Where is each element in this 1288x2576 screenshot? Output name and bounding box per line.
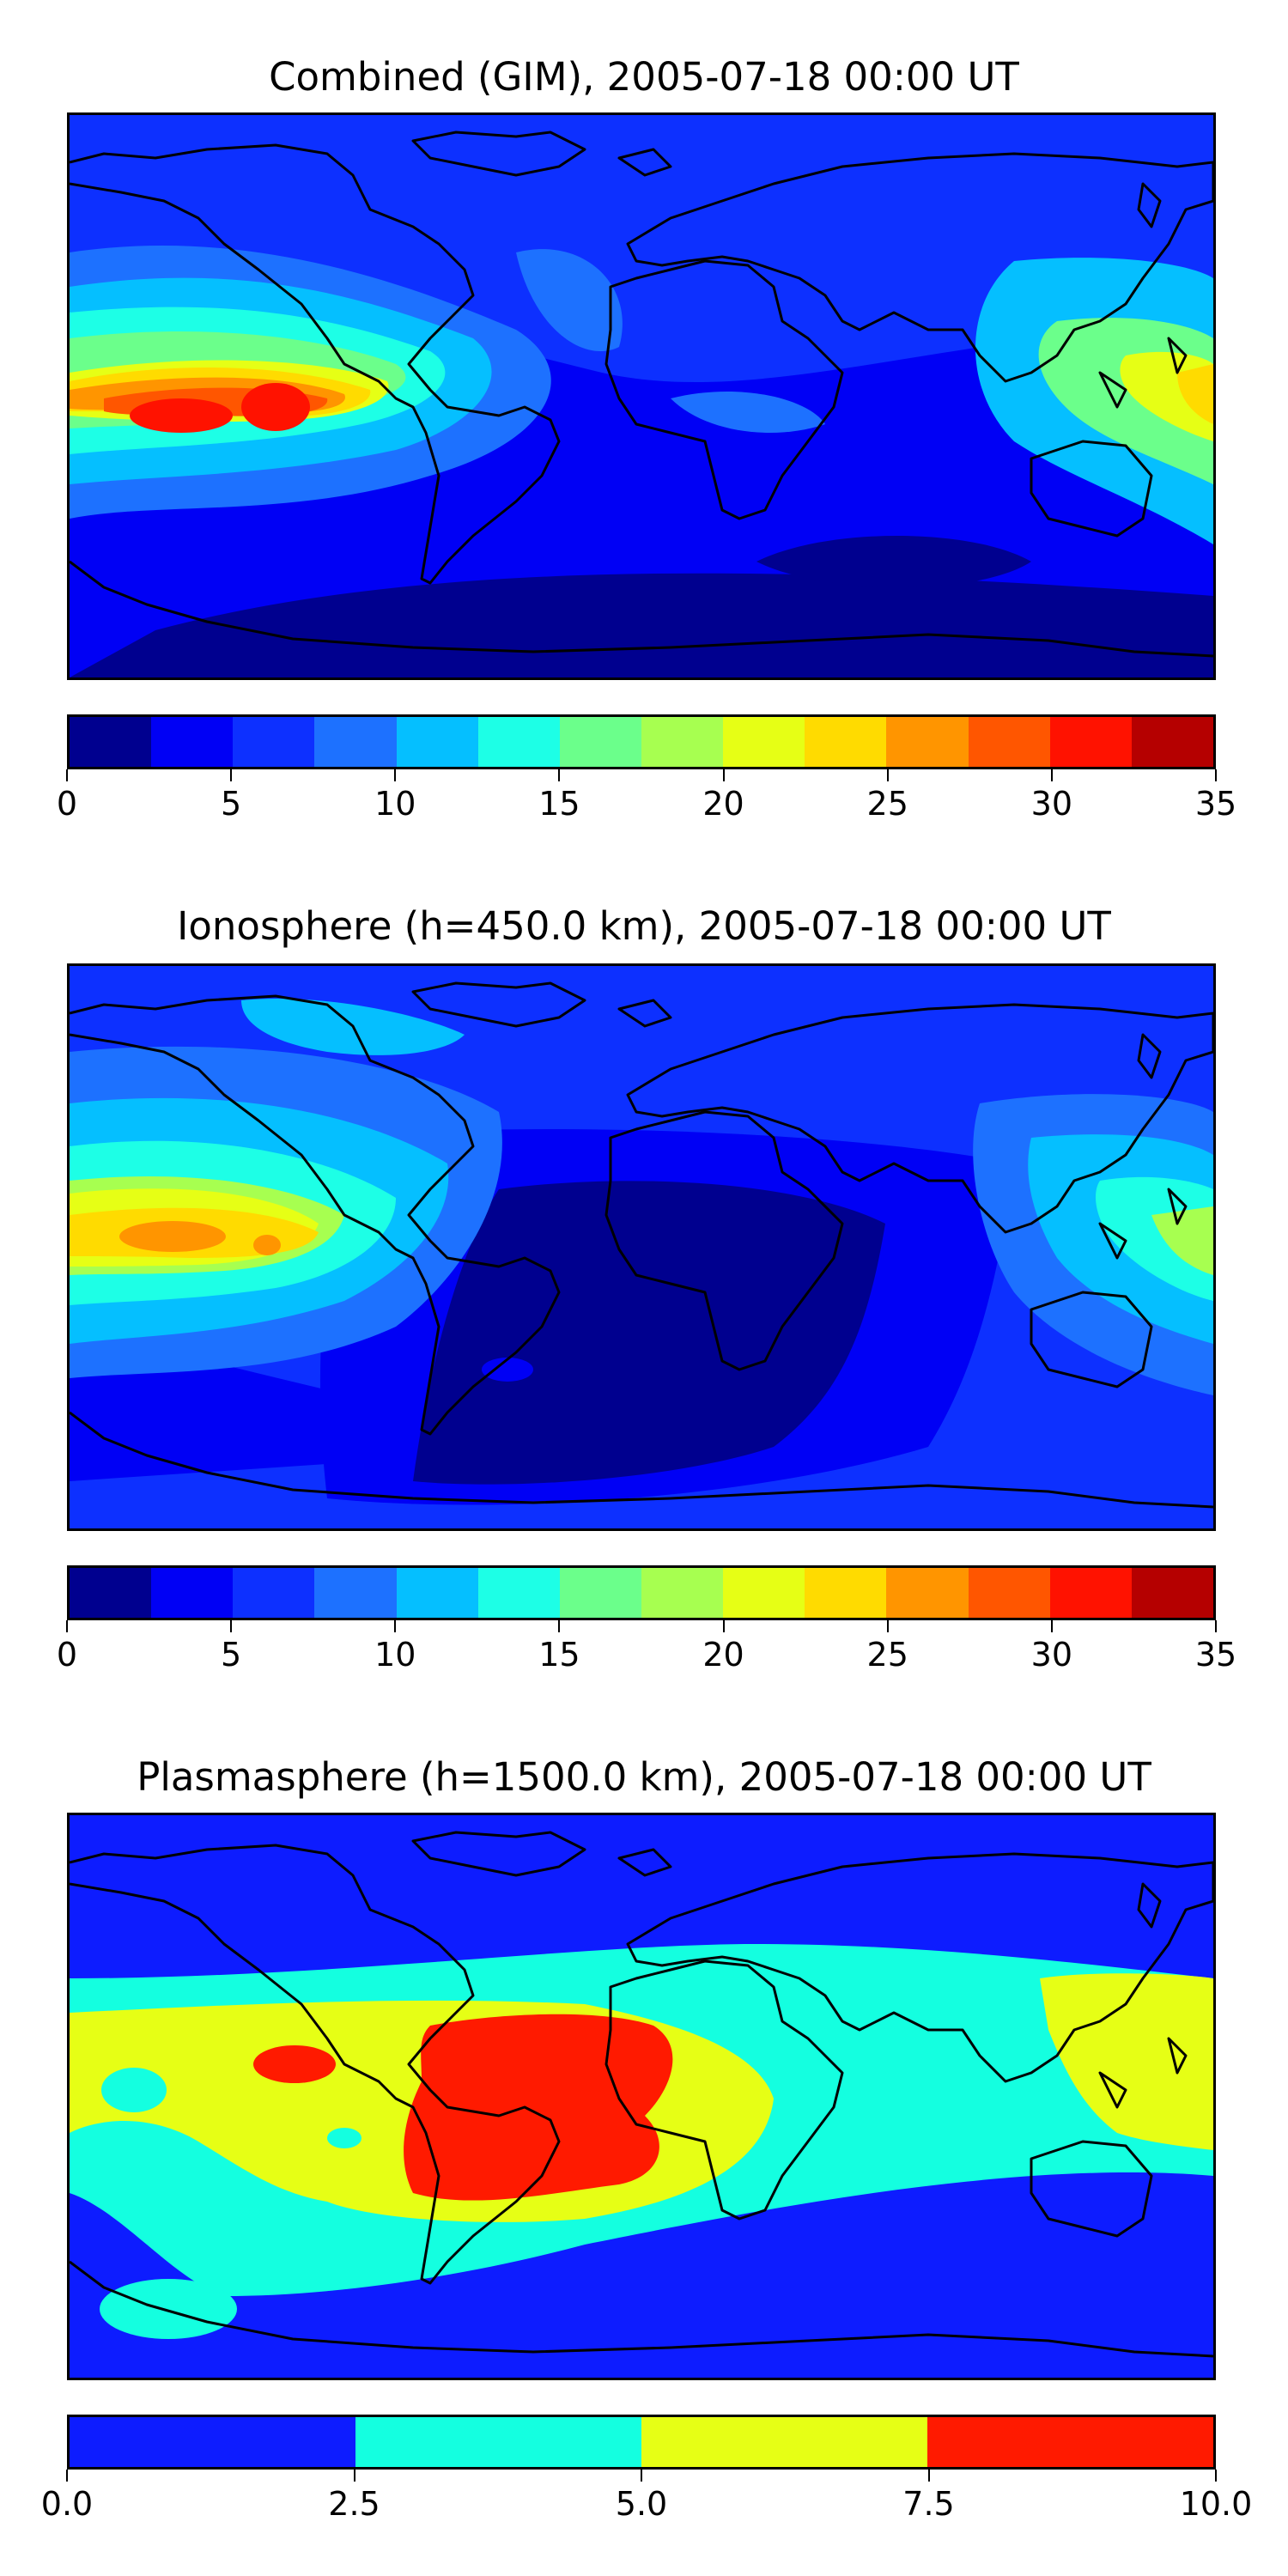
colorbar-tick-label: 10.0 — [1179, 2485, 1253, 2523]
colorbar-segment — [314, 1568, 397, 1618]
colorbar-tick — [1215, 1620, 1217, 1632]
colorbar-segment — [968, 1568, 1050, 1618]
colorbar-segment — [151, 717, 234, 767]
colorbar-tick — [886, 769, 889, 781]
colorbar-ticks-combined: 0 5 10 15 20 25 30 35 — [57, 769, 1236, 823]
colorbar-plasmasphere — [67, 2415, 1216, 2470]
colorbar-tick-label: 20 — [702, 1636, 744, 1674]
map-plasmasphere — [67, 1813, 1216, 2380]
colorbar-tick — [558, 1620, 561, 1632]
colorbar-segment — [641, 717, 724, 767]
colorbar-segment — [927, 2417, 1213, 2467]
colorbar-segment — [1131, 717, 1213, 767]
colorbar-tick — [1215, 2470, 1217, 2482]
colorbar-tick — [927, 2470, 930, 2482]
colorbar-segment — [1131, 1568, 1213, 1618]
colorbar-tick — [66, 1620, 68, 1632]
colorbar-tick — [394, 769, 397, 781]
colorbar-tick-label: 0 — [56, 1636, 78, 1674]
colorbar-tick-label: 35 — [1194, 1636, 1237, 1674]
colorbar-tick — [230, 769, 233, 781]
colorbar-segment — [233, 717, 315, 767]
colorbar-segment — [641, 2417, 927, 2467]
colorbar-segment — [70, 1568, 152, 1618]
colorbar-segment — [968, 717, 1050, 767]
colorbar-tick — [722, 1620, 725, 1632]
colorbar-tick — [1050, 1620, 1053, 1632]
colorbar-combined — [67, 714, 1216, 769]
colorbar-tick — [1050, 769, 1053, 781]
colorbar-segment — [396, 1568, 478, 1618]
colorbar-tick-label: 20 — [702, 785, 744, 823]
colorbar-segment — [70, 2417, 355, 2467]
colorbar-segment — [233, 1568, 315, 1618]
colorbar-segment — [641, 1568, 724, 1618]
colorbar-tick-label: 15 — [538, 785, 580, 823]
colorbar-tick — [641, 2470, 642, 2482]
colorbar-segment — [559, 717, 641, 767]
colorbar-ticks-plasmasphere: 0.0 2.5 5.0 7.5 10.0 — [41, 2470, 1252, 2523]
colorbar-segment — [723, 717, 805, 767]
colorbar-segment — [151, 1568, 234, 1618]
colorbar-tick-label: 5 — [221, 1636, 242, 1674]
colorbar-segment — [805, 1568, 887, 1618]
colorbar-tick — [558, 769, 561, 781]
colorbar-segment — [477, 717, 560, 767]
colorbar-segment — [559, 1568, 641, 1618]
colorbar-tick — [722, 769, 725, 781]
colorbar-segment — [1049, 717, 1132, 767]
colorbar-tick-label: 25 — [866, 1636, 908, 1674]
tec-map-combined — [70, 115, 1213, 677]
tec-map-plasmasphere — [70, 1815, 1213, 2378]
colorbar-tick-label: 7.5 — [902, 2485, 955, 2523]
colorbar-segment — [886, 1568, 969, 1618]
panel-title-combined: Combined (GIM), 2005-07-18 00:00 UT — [269, 54, 1019, 100]
colorbar-tick-label: 30 — [1030, 1636, 1073, 1674]
colorbar-tick — [230, 1620, 233, 1632]
colorbar-tick — [66, 2470, 68, 2482]
panel-title-plasmasphere: Plasmasphere (h=1500.0 km), 2005-07-18 0… — [137, 1754, 1151, 1800]
colorbar-tick-label: 10 — [374, 785, 416, 823]
colorbar-tick-label: 30 — [1030, 785, 1073, 823]
colorbar-tick-label: 15 — [538, 1636, 580, 1674]
colorbar-segment — [70, 717, 152, 767]
colorbar-tick-label: 35 — [1194, 785, 1237, 823]
colorbar-tick — [66, 769, 68, 781]
colorbar-ticks-ionosphere: 0 5 10 15 20 25 30 35 — [57, 1620, 1236, 1674]
map-combined — [67, 112, 1216, 680]
colorbar-ionosphere — [67, 1565, 1216, 1620]
colorbar-tick — [886, 1620, 889, 1632]
tec-map-ionosphere — [70, 966, 1213, 1528]
colorbar-tick — [1215, 769, 1217, 781]
colorbar-segment — [396, 717, 478, 767]
panel-title-ionosphere: Ionosphere (h=450.0 km), 2005-07-18 00:0… — [177, 903, 1111, 949]
colorbar-tick-label: 5 — [221, 785, 242, 823]
colorbar-tick-label: 0.0 — [40, 2485, 94, 2523]
colorbar-segment — [355, 2417, 641, 2467]
colorbar-tick-label: 10 — [374, 1636, 416, 1674]
colorbar-segment — [477, 1568, 560, 1618]
colorbar-tick — [353, 2470, 355, 2482]
colorbar-tick-label: 5.0 — [615, 2485, 668, 2523]
map-ionosphere — [67, 963, 1216, 1531]
colorbar-segment — [723, 1568, 805, 1618]
colorbar-tick — [394, 1620, 397, 1632]
colorbar-segment — [314, 717, 397, 767]
colorbar-segment — [805, 717, 887, 767]
colorbar-segment — [886, 717, 969, 767]
colorbar-tick-label: 25 — [866, 785, 908, 823]
colorbar-segment — [1049, 1568, 1132, 1618]
colorbar-tick-label: 2.5 — [328, 2485, 380, 2523]
colorbar-tick-label: 0 — [56, 785, 78, 823]
